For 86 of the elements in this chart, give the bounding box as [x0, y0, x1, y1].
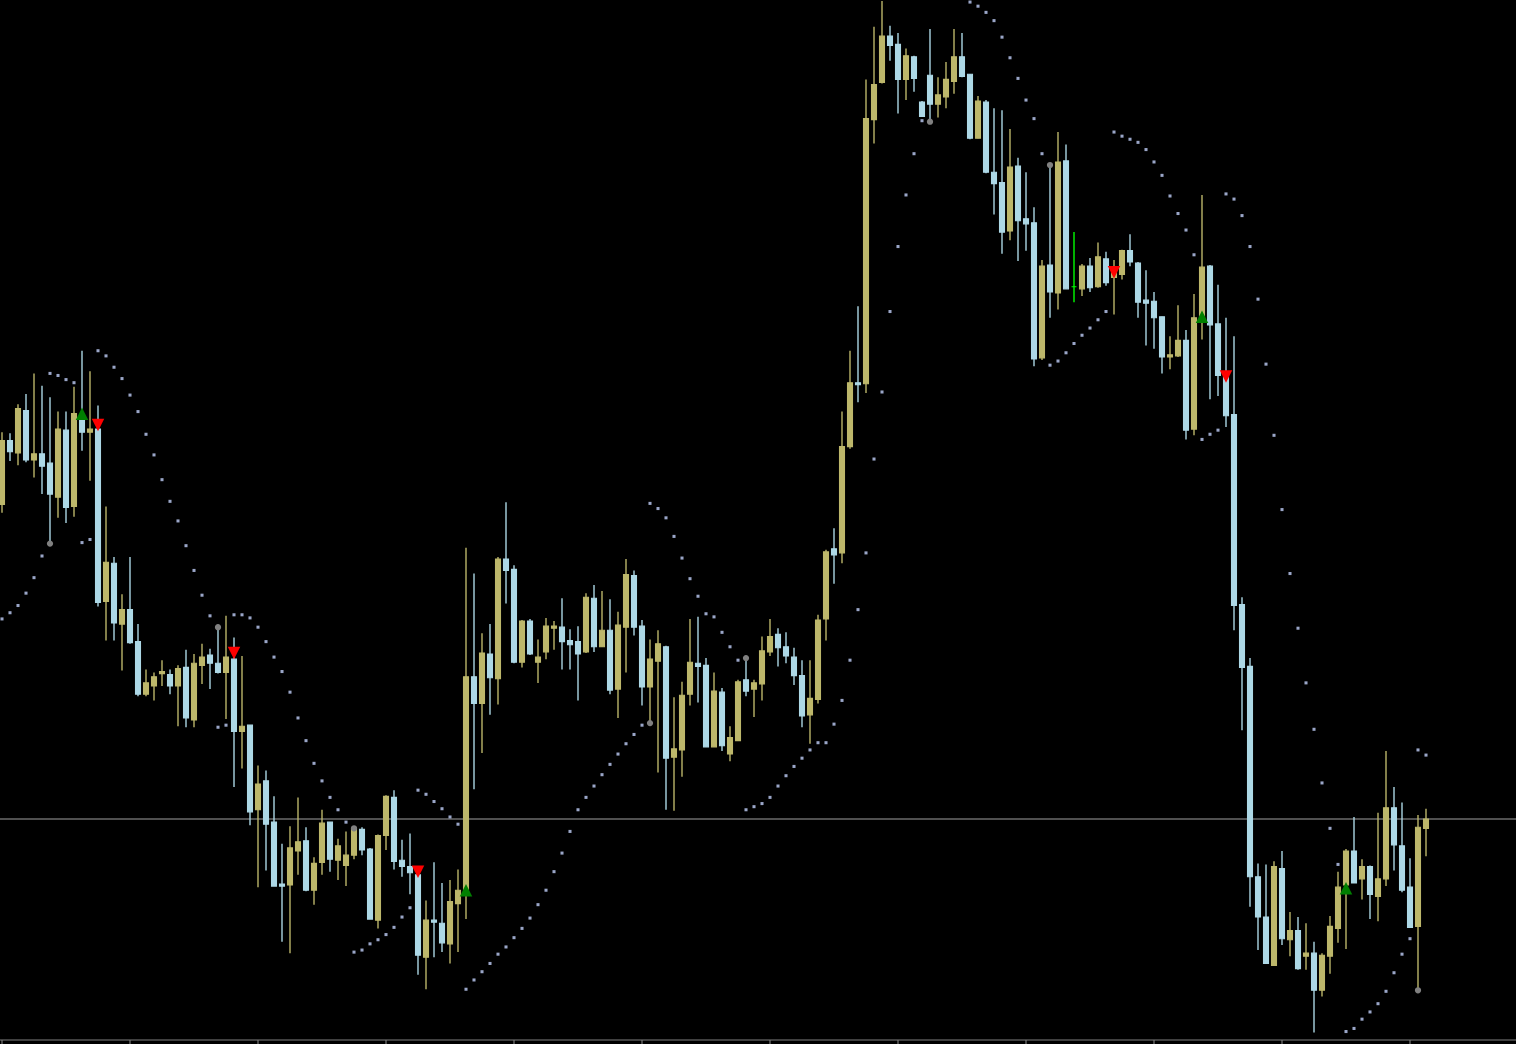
candlestick — [238, 655, 246, 770]
candlestick — [502, 501, 510, 605]
candlestick — [558, 597, 566, 671]
point — [1219, 370, 1233, 383]
candlestick — [30, 372, 38, 479]
candlestick — [38, 385, 46, 495]
candlestick — [158, 659, 166, 687]
candlestick — [766, 618, 774, 657]
candlestick — [958, 32, 966, 79]
candlestick — [206, 648, 214, 690]
point — [1195, 310, 1209, 323]
candlestick — [654, 629, 662, 774]
point — [1339, 881, 1353, 895]
candlestick — [430, 861, 438, 958]
point — [350, 825, 358, 832]
candlestick — [910, 55, 918, 93]
candlestick — [806, 659, 814, 745]
candlestick — [566, 628, 574, 671]
candlestick — [902, 47, 910, 101]
candlestick — [78, 350, 86, 452]
candlestick — [854, 305, 862, 403]
candlestick — [1302, 922, 1310, 971]
candlestick — [598, 590, 606, 648]
candlestick — [1174, 304, 1182, 358]
point — [46, 540, 54, 547]
candlestick — [574, 625, 582, 702]
point — [411, 865, 425, 878]
candlestick — [6, 432, 14, 462]
candlestick — [214, 626, 222, 675]
point — [214, 624, 222, 631]
candlestick — [990, 107, 998, 216]
point — [1107, 266, 1121, 279]
candlestick — [118, 593, 126, 672]
candlestick — [486, 623, 494, 716]
candlestick — [1150, 291, 1158, 350]
candlestick — [726, 725, 734, 762]
candlestick — [886, 25, 894, 62]
candlestick — [342, 830, 350, 887]
candlestick — [774, 627, 782, 668]
candlestick — [454, 868, 462, 953]
point — [227, 646, 241, 660]
point — [75, 407, 89, 420]
candlestick — [174, 664, 182, 727]
candlestick — [1286, 911, 1294, 957]
candlestick — [1102, 251, 1110, 287]
candlestick — [790, 647, 798, 686]
candlestick — [406, 832, 414, 896]
candlestick — [398, 838, 406, 878]
candlestick — [294, 796, 302, 876]
candlestick — [742, 657, 750, 697]
point — [742, 655, 750, 662]
point — [926, 118, 934, 125]
candlestick — [278, 843, 286, 943]
candlestick — [750, 679, 758, 718]
candlestick — [782, 631, 790, 664]
candlestick — [550, 620, 558, 651]
point — [1414, 987, 1422, 994]
candlestick — [1142, 269, 1150, 347]
candlestick — [166, 668, 174, 695]
candlestick — [142, 668, 150, 697]
point — [459, 883, 473, 897]
candlestick — [534, 638, 542, 684]
candlestick — [1118, 248, 1126, 281]
candlestick — [198, 642, 206, 685]
candlestick — [1078, 263, 1086, 297]
candlestick — [222, 615, 230, 720]
candlestick — [358, 826, 366, 856]
candlestick — [694, 616, 702, 704]
candlestick — [334, 837, 342, 881]
candlestick — [1086, 257, 1094, 293]
candlestick — [86, 370, 94, 482]
point — [91, 418, 105, 432]
candlestick — [1166, 335, 1174, 370]
candlestick — [942, 61, 950, 110]
candlestick — [830, 527, 838, 585]
candlestick — [934, 76, 942, 119]
candlestick — [670, 696, 678, 812]
candlestick — [1358, 858, 1366, 901]
candlestick — [1126, 233, 1134, 267]
candlestick — [150, 671, 158, 702]
candlestick — [1374, 812, 1382, 922]
candlestick — [1022, 171, 1030, 252]
candlestick — [438, 882, 446, 953]
candlestick — [1422, 808, 1430, 857]
point — [646, 719, 654, 727]
point — [1046, 161, 1054, 169]
